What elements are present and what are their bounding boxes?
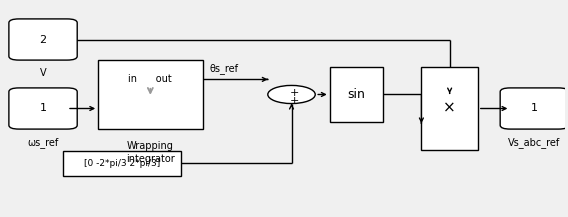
Text: +: + [290, 88, 299, 98]
Text: in      out: in out [128, 74, 172, 84]
Text: 1: 1 [531, 104, 538, 113]
Bar [63, 151, 181, 176]
Text: [0 -2*pi/3 2*pi/3]: [0 -2*pi/3 2*pi/3] [84, 159, 160, 168]
FancyBboxPatch shape [9, 88, 77, 129]
Text: Vs_abc_ref: Vs_abc_ref [508, 137, 561, 148]
Text: Wrapping
integrator: Wrapping integrator [126, 141, 175, 164]
Bar [421, 67, 478, 150]
Circle shape [268, 85, 315, 104]
Text: 2: 2 [40, 35, 47, 44]
Text: ×: × [443, 101, 456, 116]
Text: ωs_ref: ωs_ref [27, 137, 59, 148]
FancyBboxPatch shape [500, 88, 568, 129]
Text: V: V [40, 68, 47, 78]
Text: sin: sin [348, 88, 365, 101]
Text: 1: 1 [40, 104, 47, 113]
Text: +: + [290, 95, 299, 105]
Bar [329, 67, 383, 122]
FancyBboxPatch shape [9, 19, 77, 60]
Bar [98, 60, 203, 129]
Text: θs_ref: θs_ref [210, 63, 239, 74]
